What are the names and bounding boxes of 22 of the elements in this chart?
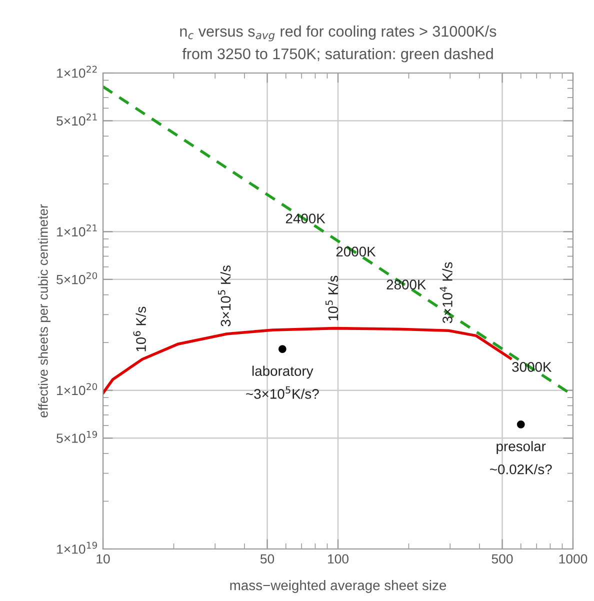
annotation: 10$^{6}$ K/s [133,306,146,352]
y-tick-label: 5×10$^{21}$ [56,114,97,126]
annotation: 3×10$^{5}$ K/s [218,265,231,326]
x-tick-label: 1000 [559,554,588,564]
x-tick-label: 500 [492,554,513,564]
y-axis-title: effective sheets per cubic centimeter [38,204,50,418]
annotation: 10$^{5}$ K/s [326,276,338,320]
annotation: 3×10$^{4}$ K/s [440,262,452,324]
annotation: laboratory ~3×10$^{5}$K/s? [246,366,319,399]
x-tick-label: 100 [328,554,348,564]
y-tick-label: 1×10$^{20}$ [57,383,98,396]
y-tick-label: 5×10$^{20}$ [56,272,98,284]
y-tick-label: 5×10$^{19}$ [56,430,97,443]
y-tick-label: 1×10$^{22}$ [57,66,97,78]
x-axis-title: mass−weighted average sheet size [230,580,446,593]
chart-title: n$_{c}$ versus s$_{avg}$ red for cooling rates > 31000K/s from 3250 to 1750K; saturation: green dashed [180,26,496,62]
x-tick-label: 10 [96,554,110,564]
y-tick-label: 1×10$^{19}$ [57,542,97,554]
y-tick-label: 1×10$^{21}$ [57,224,97,236]
annotation: 2800K [386,280,426,290]
x-tick-label: 50 [260,554,274,564]
annotation: presolar ~0.02K/s? [490,441,552,474]
